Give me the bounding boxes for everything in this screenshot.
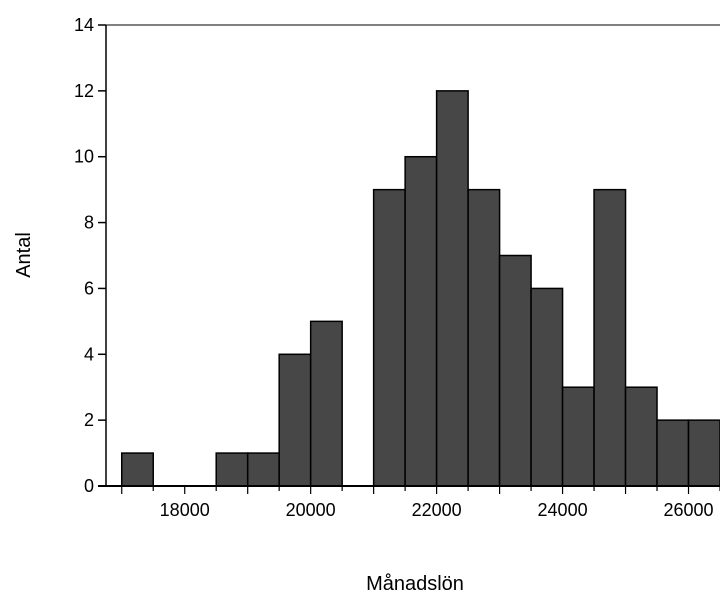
x-tick-label: 22000: [412, 500, 462, 520]
histogram-bar: [687, 419, 720, 487]
y-tick-label: 6: [84, 278, 94, 298]
x-axis-title: Månadslön: [366, 573, 464, 595]
y-tick-label: 10: [74, 147, 94, 167]
histogram-bar: [530, 287, 564, 487]
y-tick-label: 2: [84, 410, 94, 430]
histogram-bar: [246, 452, 280, 487]
x-tick-label: 18000: [160, 500, 210, 520]
histogram-bar: [656, 419, 690, 487]
histogram-bar: [215, 452, 249, 487]
histogram-bar: [593, 188, 627, 487]
axes-group: 0 2 4 6 8 10 12 14 18000 20000 22000 24000 26000: [74, 15, 720, 520]
x-tick-label: 24000: [538, 500, 588, 520]
histogram-bar: [372, 188, 406, 487]
y-tick-label: 12: [74, 81, 94, 101]
y-tick-label: 4: [84, 344, 94, 364]
histogram-bar: [624, 386, 658, 487]
histogram-bar: [278, 353, 312, 487]
y-tick-label: 14: [74, 15, 94, 35]
y-tick-label: 8: [84, 213, 94, 233]
histogram-bar: [561, 386, 595, 487]
histogram-bar: [467, 188, 501, 487]
histogram-bar: [120, 452, 154, 487]
histogram-bar: [498, 254, 532, 487]
histogram-bar: [435, 90, 469, 487]
y-tick-label: 0: [84, 476, 94, 496]
bars-group: [120, 90, 720, 487]
y-axis-title: Antal: [13, 232, 35, 278]
x-tick-label: 20000: [286, 500, 336, 520]
histogram-bar: [404, 155, 438, 487]
x-tick-label: 26000: [663, 500, 713, 520]
histogram-bar: [309, 320, 343, 487]
